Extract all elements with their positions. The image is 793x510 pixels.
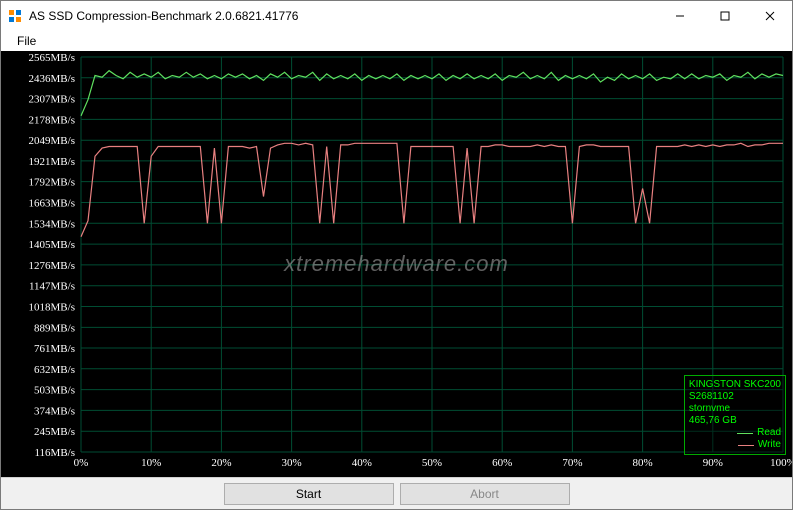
svg-text:503MB/s: 503MB/s [34, 385, 75, 397]
svg-text:20%: 20% [211, 457, 231, 469]
legend-driver: stornvme [689, 403, 781, 415]
write-swatch [738, 445, 754, 446]
legend-read-label: Read [757, 427, 781, 439]
svg-text:761MB/s: 761MB/s [34, 343, 75, 355]
svg-text:116MB/s: 116MB/s [34, 447, 75, 459]
legend-size: 465,76 GB [689, 415, 781, 427]
svg-text:90%: 90% [703, 457, 723, 469]
legend-write-row: Write [689, 439, 781, 451]
svg-text:889MB/s: 889MB/s [34, 322, 75, 334]
menubar: File [1, 31, 792, 51]
svg-text:100%: 100% [770, 457, 792, 469]
chart-area: 2565MB/s 2436MB/s 2307MB/s 2178MB/s 2049MB/s… [1, 51, 792, 477]
svg-text:245MB/s: 245MB/s [34, 426, 75, 438]
legend-write-label: Write [758, 439, 781, 451]
menu-file[interactable]: File [11, 32, 42, 50]
app-icon [7, 8, 23, 24]
svg-text:1018MB/s: 1018MB/s [29, 302, 75, 314]
svg-text:2049MB/s: 2049MB/s [29, 135, 75, 147]
svg-text:60%: 60% [492, 457, 512, 469]
app-window: AS SSD Compression-Benchmark 2.0.6821.41… [0, 0, 793, 510]
svg-text:374MB/s: 374MB/s [34, 405, 75, 417]
button-bar: Start Abort [1, 477, 792, 509]
svg-text:2178MB/s: 2178MB/s [29, 114, 75, 126]
svg-text:1792MB/s: 1792MB/s [29, 177, 75, 189]
maximize-button[interactable] [702, 1, 747, 31]
compression-chart: 2565MB/s 2436MB/s 2307MB/s 2178MB/s 2049MB/s… [1, 51, 792, 477]
svg-text:70%: 70% [562, 457, 582, 469]
svg-text:1921MB/s: 1921MB/s [29, 156, 75, 168]
legend-device: KINGSTON SKC200 [689, 379, 781, 391]
svg-text:10%: 10% [141, 457, 161, 469]
svg-text:2565MB/s: 2565MB/s [29, 52, 75, 64]
svg-text:1663MB/s: 1663MB/s [29, 197, 75, 209]
abort-button: Abort [400, 483, 570, 505]
svg-text:1405MB/s: 1405MB/s [29, 239, 75, 251]
legend-serial: S2681102 [689, 391, 781, 403]
svg-text:0%: 0% [74, 457, 89, 469]
svg-text:2307MB/s: 2307MB/s [29, 94, 75, 106]
legend-box: KINGSTON SKC200 S2681102 stornvme 465,76… [684, 375, 786, 455]
svg-text:2436MB/s: 2436MB/s [29, 73, 75, 85]
titlebar[interactable]: AS SSD Compression-Benchmark 2.0.6821.41… [1, 1, 792, 31]
svg-text:80%: 80% [633, 457, 653, 469]
svg-text:40%: 40% [352, 457, 372, 469]
close-button[interactable] [747, 1, 792, 31]
svg-text:30%: 30% [282, 457, 302, 469]
minimize-button[interactable] [657, 1, 702, 31]
legend-read-row: Read [689, 427, 781, 439]
svg-text:1147MB/s: 1147MB/s [29, 281, 75, 293]
read-swatch [737, 433, 753, 434]
svg-text:632MB/s: 632MB/s [34, 364, 75, 376]
svg-text:1534MB/s: 1534MB/s [29, 218, 75, 230]
start-button[interactable]: Start [224, 483, 394, 505]
svg-text:50%: 50% [422, 457, 442, 469]
svg-text:1276MB/s: 1276MB/s [29, 260, 75, 272]
window-title: AS SSD Compression-Benchmark 2.0.6821.41… [29, 9, 657, 23]
